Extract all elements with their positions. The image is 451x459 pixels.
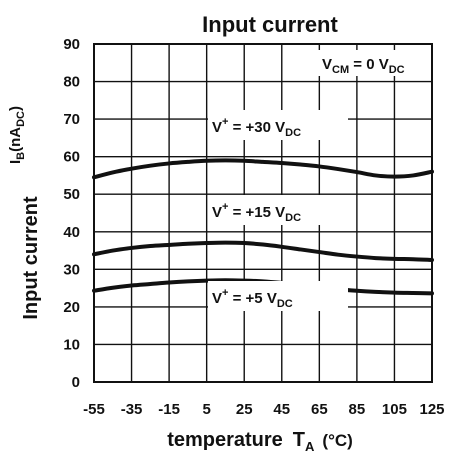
y-tick-labels: 0 10 20 30 40 50 60 70 80 90 [63,36,80,391]
y-tick-label: 40 [63,224,80,241]
series-label-rest-sub: DC [277,298,293,310]
series-label-rest: = +5 V [228,290,276,307]
series-annotation-background [208,195,348,225]
series-label-main: V [212,119,222,136]
x-axis-label: temperature TA (°C) [167,429,353,454]
y-tick-label: 60 [63,149,80,166]
x-label-symbol: T [293,429,305,451]
series-annotation-text: V+ = +5 VDC [212,287,293,310]
x-tick-label: 85 [349,401,366,418]
condition-rest: = 0 V [349,56,389,73]
series-annotation: V+ = +15 VDC [208,195,348,225]
x-tick-label: 25 [236,401,253,418]
y-units-paren-close: ) [7,106,24,111]
series-label-rest: = +30 V [228,119,285,136]
y-tick-label: 30 [63,261,80,278]
y-axis-label: Input current [20,196,42,320]
y-tick-label: 80 [63,74,80,91]
series-line [92,158,434,180]
x-tick-label: 125 [419,401,444,418]
y-units-symbol-sub: B [15,152,27,160]
y-units-symbol: I [7,160,24,164]
series-annotation-background [208,281,348,311]
condition-label: VCM = 0 VDC [318,50,426,76]
x-tick-label: -35 [121,401,143,418]
series-line [92,240,434,262]
series-annotation: V+ = +5 VDC [208,281,348,311]
y-axis-units: IB(nADC) [7,106,27,164]
series-label-main: V [212,204,222,221]
y-units-unit: nA [7,127,24,147]
y-units-unit-sub: DC [15,111,27,127]
series-label-sup: + [222,287,228,299]
x-label-symbol-sub: A [305,439,315,454]
series-label-sup: + [222,116,228,128]
series-label-rest: = +15 V [228,204,285,221]
series-annotation-background [208,110,348,140]
x-tick-labels: -55 -35 -15 5 25 45 65 85 105 125 [83,401,444,418]
grid-lines [93,43,433,383]
chart-title: Input current [202,12,338,37]
x-tick-label: 5 [202,401,210,418]
condition-rest-sub: DC [389,64,405,76]
x-tick-label: -55 [83,401,105,418]
x-tick-label: 65 [311,401,328,418]
series-label-rest-sub: DC [285,127,301,139]
x-label-unit: (°C) [322,431,352,450]
series-label-rest-sub: DC [285,212,301,224]
condition-text: VCM = 0 VDC [322,56,405,76]
y-tick-label: 50 [63,186,80,203]
x-label-text: temperature [167,429,283,451]
series-annotation-text: V+ = +30 VDC [212,116,301,139]
y-tick-label: 0 [72,374,80,391]
series-label-main: V [212,290,222,307]
y-tick-label: 90 [63,36,80,53]
x-tick-label: 45 [273,401,290,418]
y-tick-label: 20 [63,299,80,316]
series-annotation-text: V+ = +15 VDC [212,201,301,224]
condition-label-background [318,50,426,76]
condition-main-sub: CM [332,64,349,76]
condition-main: V [322,56,332,73]
y-tick-label: 10 [63,336,80,353]
plot-frame [93,43,433,383]
y-tick-label: 70 [63,111,80,128]
series-label-sup: + [222,201,228,213]
x-tick-label: 105 [382,401,407,418]
x-tick-label: -15 [158,401,180,418]
y-units-paren-open: ( [7,147,24,152]
series-annotation: V+ = +30 VDC [208,110,348,140]
